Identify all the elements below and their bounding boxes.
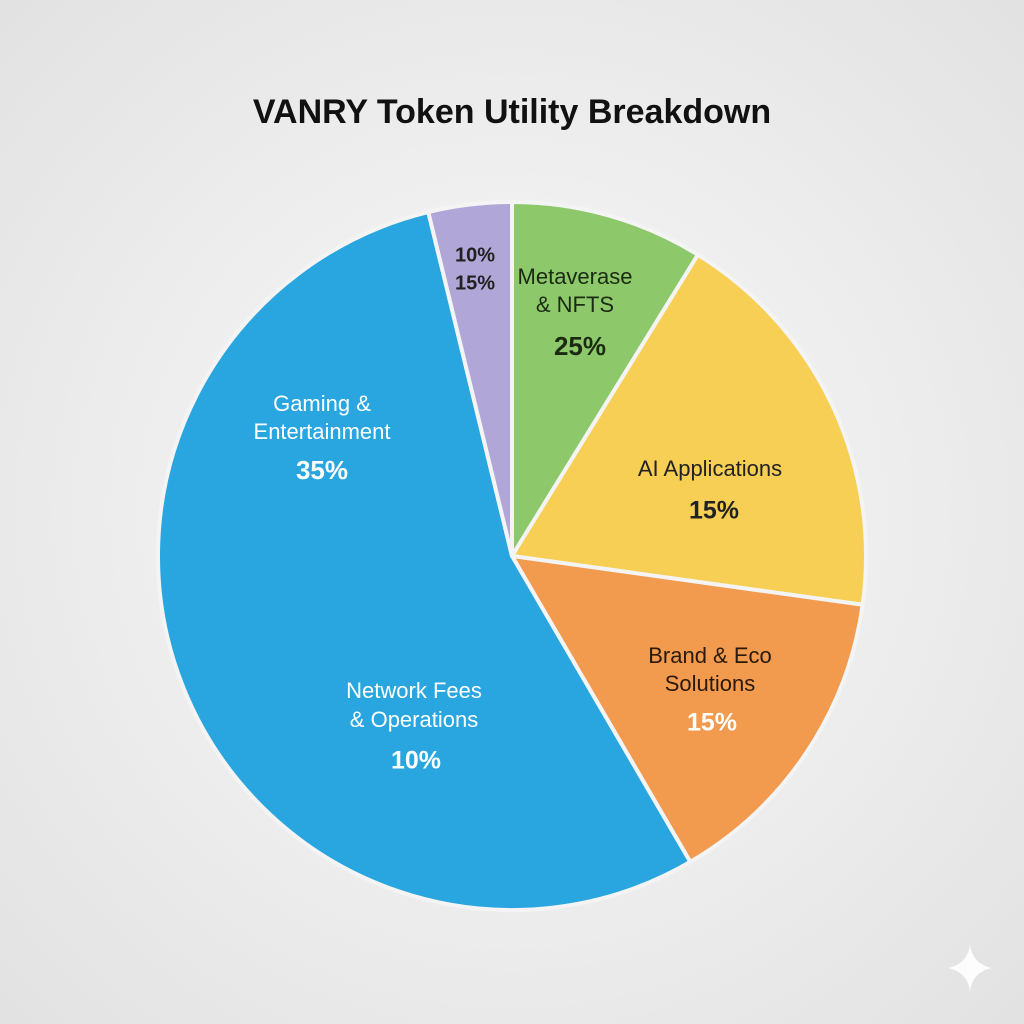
slice-label: 15% bbox=[455, 272, 495, 294]
slice-label: AI Applications bbox=[638, 456, 782, 481]
slice-label: 25% bbox=[554, 331, 606, 361]
slice-label: Brand & Eco bbox=[648, 643, 772, 668]
slice-label: 10% bbox=[391, 747, 441, 775]
slice-label: Gaming & bbox=[273, 391, 371, 416]
slice-label: Metaverase bbox=[518, 264, 633, 289]
slice-label: & Operations bbox=[350, 707, 478, 732]
pie-slice bbox=[156, 210, 693, 912]
pie-slice bbox=[510, 554, 865, 864]
slice-label: Network Fees bbox=[346, 678, 482, 703]
slice-label: 15% bbox=[687, 709, 737, 737]
slice-label: 15% bbox=[689, 497, 739, 525]
slice-label: Entertainment bbox=[254, 419, 391, 444]
pie-slice bbox=[426, 200, 514, 558]
chart-title: VANRY Token Utility Breakdown bbox=[253, 93, 771, 131]
sparkle-icon bbox=[948, 944, 992, 992]
slice-label: & NFTS bbox=[536, 292, 614, 317]
slice-label: 35% bbox=[296, 455, 348, 485]
slice-label: 10% bbox=[455, 244, 495, 266]
pie-slice bbox=[510, 200, 700, 558]
pie-slice bbox=[510, 252, 868, 607]
slice-label: Solutions bbox=[665, 671, 756, 696]
